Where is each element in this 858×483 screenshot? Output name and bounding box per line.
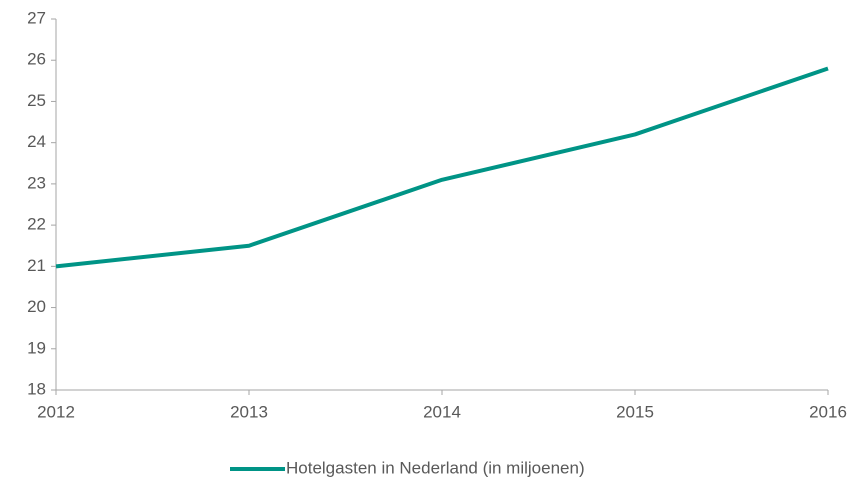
y-tick-label: 27	[27, 8, 46, 27]
y-tick-label: 19	[27, 338, 46, 357]
y-tick-label: 24	[27, 132, 46, 151]
x-tick-label: 2013	[230, 402, 268, 421]
x-tick-label: 2015	[616, 402, 654, 421]
y-tick-label: 18	[27, 379, 46, 398]
y-tick-label: 23	[27, 173, 46, 192]
x-tick-label: 2014	[423, 402, 461, 421]
y-tick-label: 26	[27, 50, 46, 69]
y-tick-label: 25	[27, 91, 46, 110]
x-tick-label: 2012	[37, 402, 75, 421]
y-tick-label: 22	[27, 215, 46, 234]
legend-label: Hotelgasten in Nederland (in miljoenen)	[286, 458, 585, 477]
y-tick-label: 21	[27, 256, 46, 275]
y-tick-label: 20	[27, 297, 46, 316]
series-line	[55, 66, 829, 269]
x-tick-label: 2016	[809, 402, 847, 421]
